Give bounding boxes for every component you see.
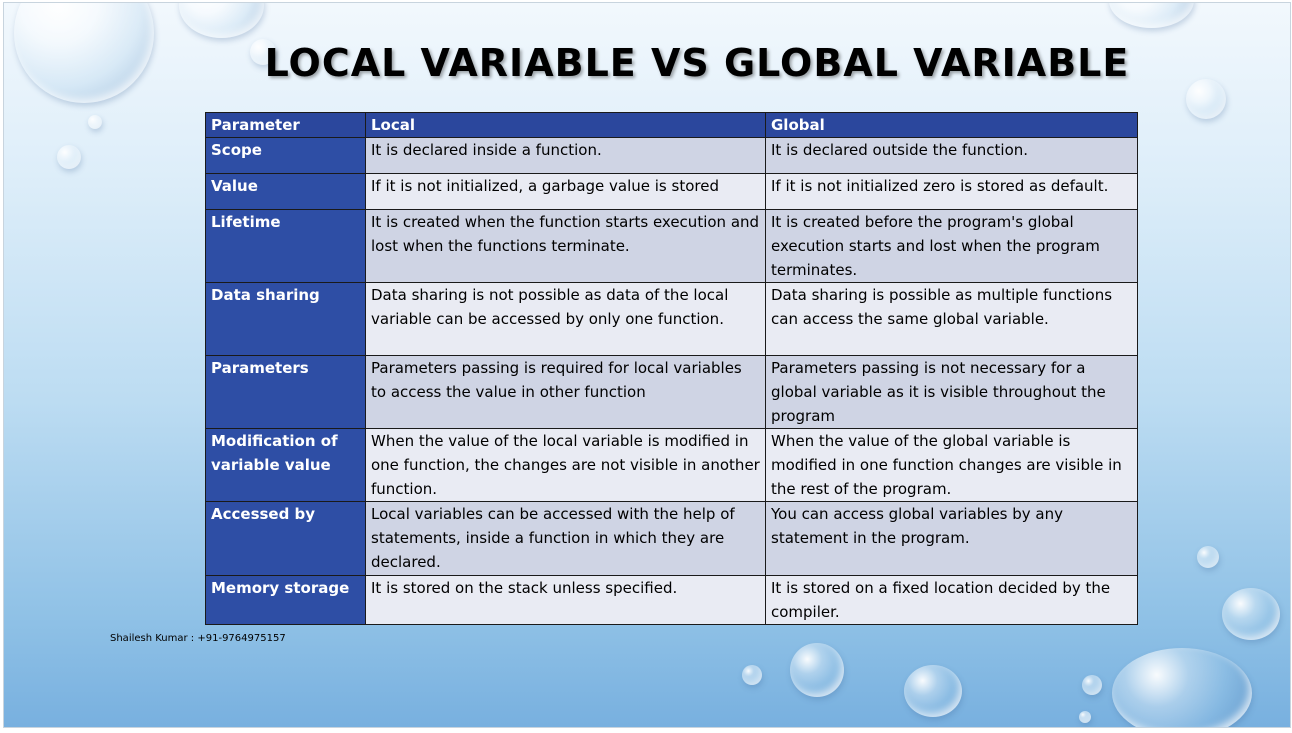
row-global: When the value of the global variable is…	[765, 428, 1138, 502]
water-bubble-decoration	[1186, 79, 1226, 119]
row-global: Data sharing is possible as multiple fun…	[765, 282, 1138, 356]
water-bubble-decoration	[1079, 711, 1091, 723]
water-bubble-decoration	[1082, 675, 1102, 695]
row-local: Local variables can be accessed with the…	[365, 501, 766, 576]
row-local: If it is not initialized, a garbage valu…	[365, 173, 766, 210]
row-global: You can access global variables by any s…	[765, 501, 1138, 576]
row-global: Parameters passing is not necessary for …	[765, 355, 1138, 429]
table-row: Data sharing Data sharing is not possibl…	[205, 282, 1138, 356]
row-parameter: Value	[205, 173, 366, 210]
water-bubble-decoration	[250, 39, 276, 65]
row-global: If it is not initialized zero is stored …	[765, 173, 1138, 210]
water-bubble-decoration	[1109, 3, 1194, 28]
water-bubble-decoration	[88, 115, 102, 129]
water-bubble-decoration	[904, 665, 962, 717]
row-parameter: Parameters	[205, 355, 366, 429]
table-header-row: Parameter Local Global	[205, 112, 1138, 138]
table-row: Parameters Parameters passing is require…	[205, 355, 1138, 429]
header-global: Global	[765, 112, 1138, 138]
water-bubble-decoration	[790, 643, 844, 697]
row-local: Parameters passing is required for local…	[365, 355, 766, 429]
row-global: It is created before the program's globa…	[765, 209, 1138, 283]
header-parameter: Parameter	[205, 112, 366, 138]
author-footer: Shailesh Kumar : +91-9764975157	[110, 633, 286, 644]
water-bubble-decoration	[742, 665, 762, 685]
row-global: It is stored on a fixed location decided…	[765, 575, 1138, 625]
row-global: It is declared outside the function.	[765, 137, 1138, 174]
table-row: Accessed by Local variables can be acces…	[205, 501, 1138, 576]
water-bubble-decoration	[1222, 588, 1280, 640]
table-row: Lifetime It is created when the function…	[205, 209, 1138, 283]
header-local: Local	[365, 112, 766, 138]
row-local: It is stored on the stack unless specifi…	[365, 575, 766, 625]
row-parameter: Scope	[205, 137, 366, 174]
water-bubble-decoration	[57, 145, 81, 169]
comparison-table: Parameter Local Global Scope It is decla…	[205, 112, 1138, 625]
row-parameter: Modification of variable value	[205, 428, 366, 502]
row-local: It is declared inside a function.	[365, 137, 766, 174]
row-parameter: Data sharing	[205, 282, 366, 356]
row-parameter: Memory storage	[205, 575, 366, 625]
table-row: Memory storage It is stored on the stack…	[205, 575, 1138, 625]
row-local: Data sharing is not possible as data of …	[365, 282, 766, 356]
table-row: Scope It is declared inside a function. …	[205, 137, 1138, 174]
slide-title: LOCAL VARIABLE VS GLOBAL VARIABLE	[264, 41, 1130, 85]
water-bubble-decoration	[179, 3, 264, 38]
table-row: Value If it is not initialized, a garbag…	[205, 173, 1138, 210]
table-row: Modification of variable value When the …	[205, 428, 1138, 502]
row-local: It is created when the function starts e…	[365, 209, 766, 283]
water-bubble-decoration	[1112, 648, 1252, 727]
row-local: When the value of the local variable is …	[365, 428, 766, 502]
row-parameter: Accessed by	[205, 501, 366, 576]
water-bubble-decoration	[1197, 546, 1219, 568]
row-parameter: Lifetime	[205, 209, 366, 283]
